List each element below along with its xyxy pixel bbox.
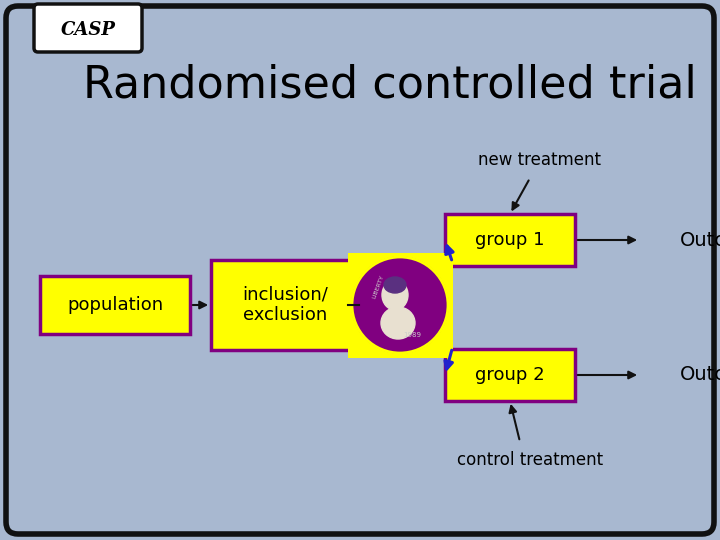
FancyBboxPatch shape <box>6 6 714 534</box>
Circle shape <box>352 257 448 353</box>
Bar <box>40 276 190 334</box>
Bar <box>445 349 575 401</box>
Bar <box>348 253 452 357</box>
Text: control treatment: control treatment <box>457 451 603 469</box>
Text: Randomised controlled trial: Randomised controlled trial <box>83 64 697 106</box>
Text: CASP: CASP <box>60 21 115 39</box>
Ellipse shape <box>382 280 408 310</box>
Text: LIBERTY: LIBERTY <box>372 274 385 300</box>
FancyBboxPatch shape <box>34 4 142 52</box>
Text: Outcome: Outcome <box>680 231 720 249</box>
Text: new treatment: new treatment <box>479 151 601 169</box>
Ellipse shape <box>381 307 415 339</box>
Text: group 2: group 2 <box>475 366 545 384</box>
Text: inclusion/
exclusion: inclusion/ exclusion <box>242 286 328 325</box>
Text: Outcome: Outcome <box>680 366 720 384</box>
Ellipse shape <box>384 277 406 293</box>
Text: 1989: 1989 <box>403 332 421 338</box>
Text: group 1: group 1 <box>475 231 545 249</box>
Bar <box>211 260 359 350</box>
Bar <box>445 214 575 266</box>
Text: population: population <box>67 296 163 314</box>
